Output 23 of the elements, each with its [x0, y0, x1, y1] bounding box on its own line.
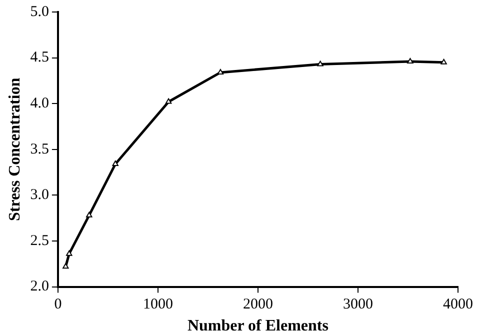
x-tick-label: 1000 [142, 296, 173, 313]
x-tick-label: 3000 [342, 296, 373, 313]
point [440, 58, 447, 64]
x-tick-label: 4000 [443, 296, 473, 313]
x-tick-label: 0 [54, 296, 62, 313]
y-tick-label: 3.0 [30, 187, 49, 204]
y-tick-label: 2.0 [30, 278, 49, 295]
point [165, 98, 172, 104]
y-tick-label: 4.5 [30, 50, 49, 66]
point [407, 58, 414, 64]
y-tick-label: 4.0 [30, 96, 49, 112]
x-axis-title: Number of Elements [187, 318, 328, 335]
y-tick-label: 3.5 [30, 141, 49, 158]
point [217, 68, 224, 74]
point [112, 160, 118, 166]
point [317, 60, 324, 66]
y-tick-label: 5.0 [30, 4, 49, 20]
y-tick-label: 2.5 [30, 232, 49, 249]
point [66, 250, 72, 256]
point [62, 263, 69, 269]
point [86, 212, 92, 218]
x-tick-label: 2000 [242, 296, 273, 313]
y-axis-title: Stress Concentration [6, 78, 24, 222]
